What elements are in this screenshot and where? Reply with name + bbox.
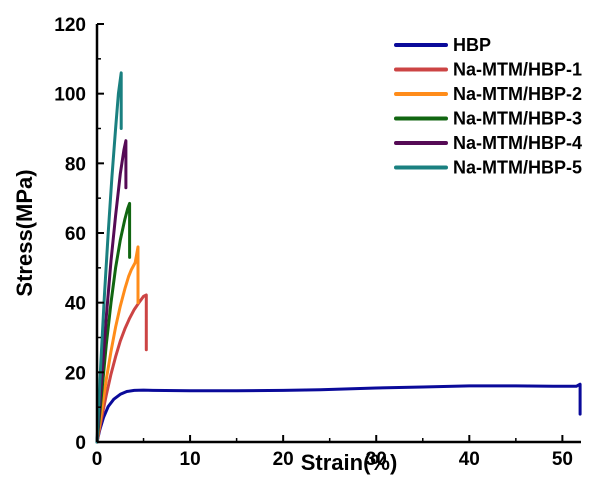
legend-label-5: Na-MTM/HBP-4	[453, 133, 582, 153]
x-tick-label: 40	[459, 449, 480, 470]
y-tick-label: 80	[65, 154, 86, 175]
x-tick-label: 50	[552, 449, 573, 470]
y-tick-label: 20	[65, 363, 86, 384]
y-axis-title: Stress(MPa)	[12, 169, 37, 296]
legend-label-2: Na-MTM/HBP-1	[453, 60, 582, 80]
y-tick-label: 60	[65, 224, 86, 245]
series-line-4	[95, 201, 132, 444]
x-tick-label: 30	[366, 449, 387, 470]
axis-layer: 0 10 20 30 40 50 0 20 40 60 80 100 120	[54, 15, 581, 470]
legend-label-3: Na-MTM/HBP-2	[453, 84, 582, 104]
legend-label-1: HBP	[453, 35, 491, 55]
series-layer	[95, 71, 582, 444]
y-tick-label: 120	[54, 15, 86, 36]
legend: HBP Na-MTM/HBP-1 Na-MTM/HBP-2 Na-MTM/HBP-3 N…	[394, 35, 582, 178]
y-tick-label: 40	[65, 294, 86, 315]
series-line-2	[95, 293, 148, 444]
y-tick-label: 0	[75, 433, 86, 454]
x-tick-label: 10	[180, 449, 201, 470]
series-line-1	[95, 382, 582, 444]
x-tick-label: 20	[273, 449, 294, 470]
series-line-6	[95, 71, 123, 444]
legend-label-4: Na-MTM/HBP-3	[453, 109, 582, 129]
series-line-3	[95, 245, 140, 444]
y-tick-label: 100	[54, 85, 86, 106]
x-tick-label: 0	[92, 449, 103, 470]
legend-label-6: Na-MTM/HBP-5	[453, 158, 582, 178]
x-axis-title: Strain(%)	[301, 450, 398, 475]
series-line-5	[95, 139, 128, 444]
